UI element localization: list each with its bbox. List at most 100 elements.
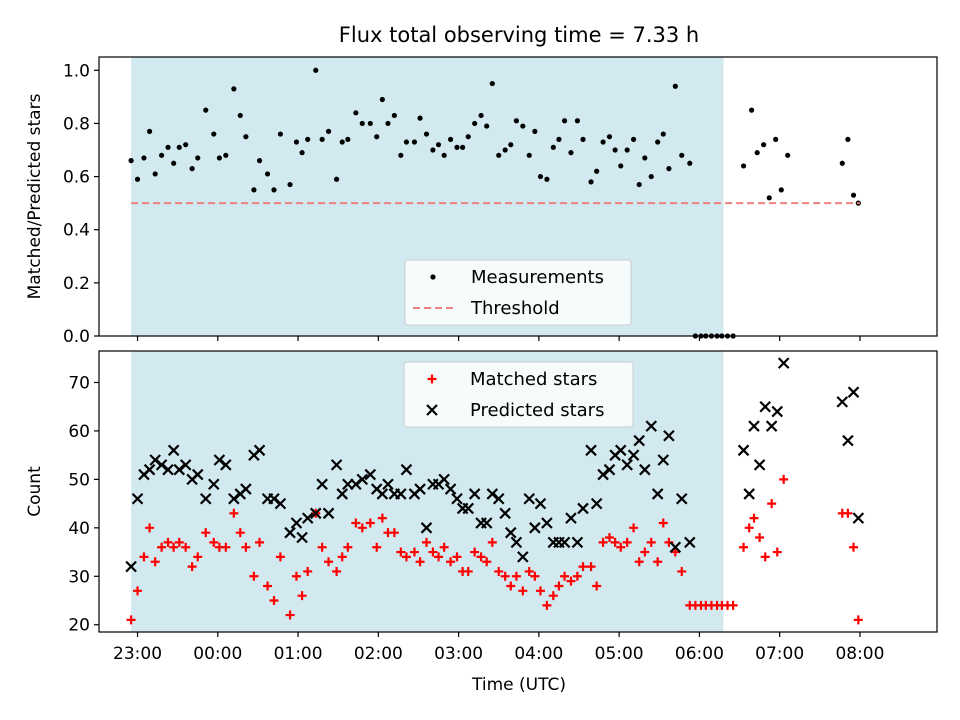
y-tick-label: 70	[68, 373, 90, 393]
y-tick-label: 60	[68, 422, 90, 442]
measurement-point	[606, 134, 613, 140]
measurement-point	[243, 134, 249, 140]
legend-marker-swatch	[426, 404, 438, 416]
measurement-point	[454, 144, 460, 150]
measurement-point	[778, 187, 784, 193]
measurement-point	[203, 107, 209, 113]
predicted-stars-point	[284, 526, 296, 539]
predicted-stars-point	[753, 459, 766, 471]
y-tick-label: 0.8	[63, 114, 90, 134]
matched-stars-point	[728, 600, 738, 610]
matched-stars-point	[494, 566, 504, 576]
predicted-stars-point	[400, 463, 413, 476]
matched-stars-point	[482, 557, 492, 567]
measurement-point	[630, 136, 637, 142]
matched-stars-point	[317, 542, 327, 552]
measurement-point	[152, 171, 158, 177]
predicted-stars-point	[669, 541, 682, 553]
measurement-point	[251, 187, 257, 193]
measurement-point	[417, 115, 423, 121]
matched-stars-point	[297, 591, 307, 601]
predicted-stars-point	[414, 483, 426, 495]
measurement-point	[325, 128, 332, 134]
measurement-point	[367, 120, 373, 127]
measurement-point	[359, 120, 365, 127]
measurement-point	[660, 131, 666, 137]
measurement-point	[618, 163, 624, 169]
measurement-point	[472, 120, 478, 127]
measurement-point	[496, 152, 502, 158]
matched-stars-point	[586, 562, 596, 572]
matched-stars-point	[169, 542, 179, 552]
measurement-point	[648, 173, 654, 180]
measurement-point	[411, 139, 418, 145]
matched-stars-point	[133, 586, 143, 596]
y-tick-label: 20	[68, 616, 90, 636]
measurement-point	[353, 110, 359, 116]
measurement-point	[594, 168, 600, 174]
predicted-stars-point	[577, 502, 589, 515]
measurement-point	[374, 134, 380, 140]
measurement-point	[513, 118, 519, 124]
y-tick-label: 0.2	[63, 274, 90, 294]
matched-stars-point	[415, 557, 425, 567]
measurement-point	[502, 147, 508, 153]
measurement-point	[231, 86, 237, 92]
measurement-point	[588, 179, 594, 185]
predicted-stars-point	[737, 444, 750, 457]
predicted-stars-point	[771, 405, 784, 418]
matched-stars-point	[181, 542, 191, 552]
measurement-point	[612, 147, 618, 153]
predicted-stars-point	[571, 536, 584, 549]
predicted-stars-point	[296, 531, 308, 544]
predicted-stars-point	[621, 459, 633, 471]
measurement-point	[655, 139, 661, 145]
bottom-legend: Matched stars Predicted stars	[403, 361, 634, 428]
measurement-point	[624, 147, 630, 153]
measurement-point	[319, 136, 325, 142]
predicted-stars-point	[627, 449, 640, 461]
predicted-stars-point	[322, 507, 335, 520]
measurement-point	[379, 96, 385, 103]
measurement-point	[761, 142, 767, 148]
measurement-point	[435, 142, 442, 148]
x-tick-label: 03:00	[434, 644, 483, 664]
matched-stars-point	[241, 542, 251, 552]
x-tick-label: 06:00	[675, 644, 724, 664]
measurement-point	[165, 144, 171, 150]
matched-stars-point	[853, 615, 863, 625]
predicted-stars-point	[529, 522, 541, 534]
chart-title: Flux total observing time = 7.33 h	[339, 23, 699, 47]
predicted-stars-point	[534, 497, 547, 510]
x-tick-label: 04:00	[514, 644, 563, 664]
measurement-point	[556, 136, 562, 142]
matched-stars-point	[163, 537, 173, 547]
matched-stars-point	[524, 566, 534, 576]
matched-stars-point	[145, 523, 155, 533]
matched-stars-point	[235, 528, 245, 538]
matched-stars-point	[365, 518, 375, 528]
predicted-stars-point	[847, 386, 860, 398]
matched-stars-point	[434, 552, 444, 562]
matched-stars-point	[749, 513, 759, 523]
measurement-point	[447, 136, 454, 142]
measurement-point	[465, 134, 471, 140]
matched-stars-point	[598, 537, 608, 547]
predicted-stars-point	[131, 492, 144, 505]
predicted-stars-point	[541, 517, 553, 529]
matched-stars-point	[396, 547, 406, 557]
measurement-point	[526, 152, 532, 158]
bottom-panel: 20 30 40 50 60 70 23:00 00:00 01:00 02:00 03:00 04…	[25, 350, 938, 664]
measurement-point	[687, 160, 693, 166]
predicted-stars-point	[639, 463, 651, 476]
measurement-point	[277, 131, 284, 137]
top-panel-marks	[128, 67, 861, 339]
matched-stars-point	[843, 508, 853, 518]
measurement-point	[333, 176, 340, 182]
matched-stars-point	[187, 562, 197, 572]
legend-label: Threshold	[470, 298, 560, 319]
measurement-point	[313, 67, 319, 73]
measurement-point	[403, 139, 410, 145]
x-tick-label: 08:00	[835, 644, 884, 664]
